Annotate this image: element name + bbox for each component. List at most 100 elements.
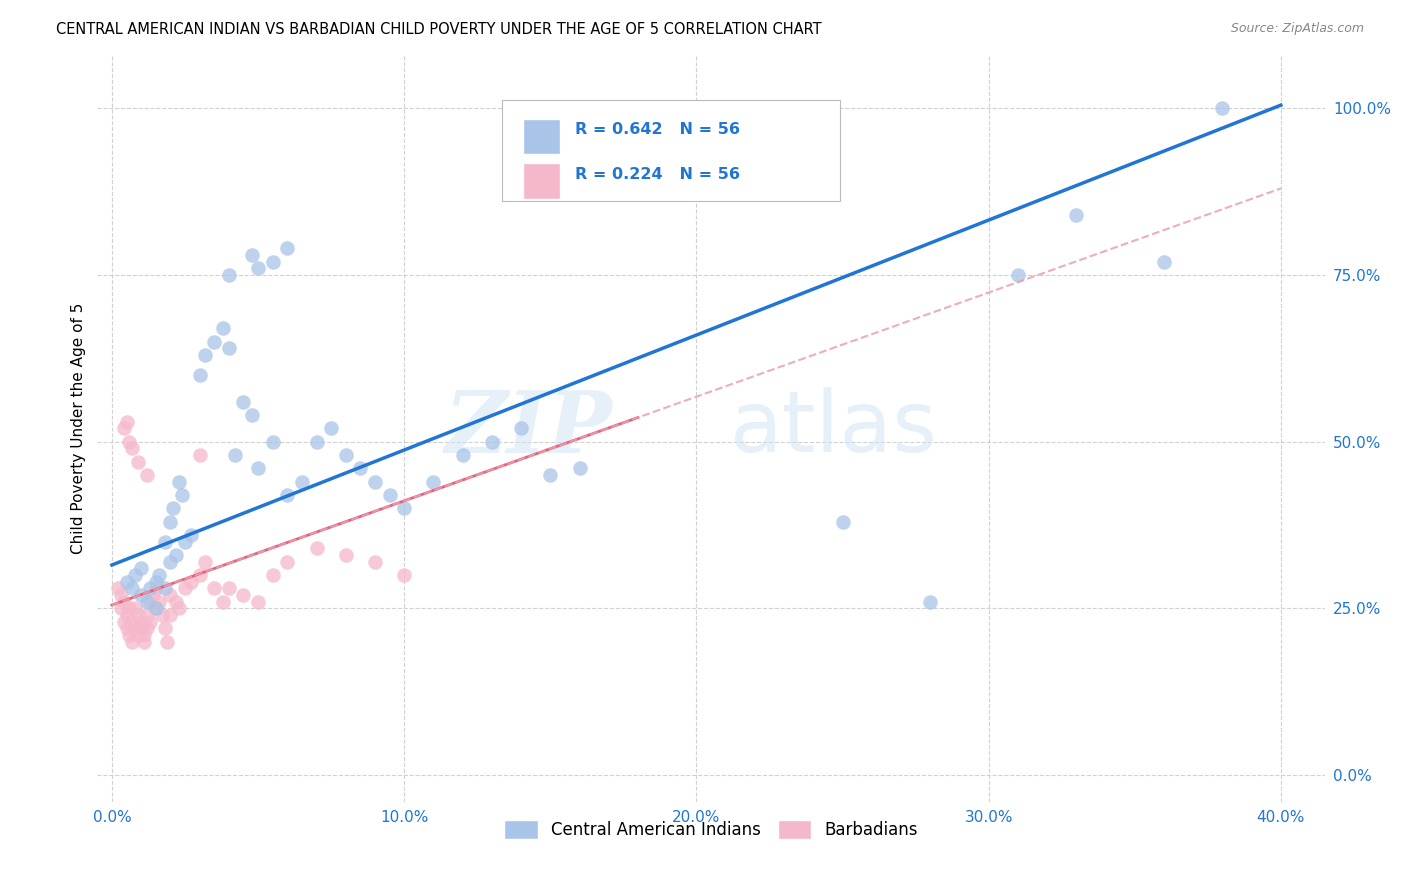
Text: atlas: atlas — [730, 387, 938, 470]
Point — [240, 408, 263, 422]
Point — [188, 448, 211, 462]
Point — [1211, 102, 1233, 116]
Point — [148, 594, 170, 608]
Point — [392, 501, 415, 516]
Point — [159, 515, 181, 529]
Point — [129, 561, 152, 575]
Point — [174, 582, 197, 596]
Point — [139, 615, 162, 629]
Point — [165, 548, 187, 562]
Point — [262, 434, 284, 449]
Point — [115, 415, 138, 429]
Point — [276, 241, 298, 255]
Point — [247, 261, 270, 276]
Point — [124, 601, 146, 615]
Point — [481, 434, 503, 449]
Point — [1153, 254, 1175, 268]
Point — [212, 321, 235, 335]
Point — [194, 555, 217, 569]
Point — [153, 621, 176, 635]
Point — [305, 541, 328, 556]
Point — [920, 594, 942, 608]
Y-axis label: Child Poverty Under the Age of 5: Child Poverty Under the Age of 5 — [72, 302, 86, 554]
Point — [112, 615, 135, 629]
Point — [510, 421, 533, 435]
Point — [167, 475, 190, 489]
Point — [224, 448, 246, 462]
Point — [124, 568, 146, 582]
Point — [129, 621, 152, 635]
Point — [364, 555, 387, 569]
Point — [422, 475, 444, 489]
Point — [180, 528, 202, 542]
Point — [159, 588, 181, 602]
Point — [139, 582, 162, 596]
Point — [568, 461, 591, 475]
Point — [188, 568, 211, 582]
Point — [232, 394, 254, 409]
Point — [112, 421, 135, 435]
Point — [218, 268, 240, 282]
Point — [349, 461, 371, 475]
Point — [276, 488, 298, 502]
Point — [174, 534, 197, 549]
Point — [240, 248, 263, 262]
Point — [115, 607, 138, 622]
Point — [136, 621, 159, 635]
FancyBboxPatch shape — [523, 119, 560, 154]
Point — [335, 548, 357, 562]
Point — [218, 582, 240, 596]
Point — [276, 555, 298, 569]
Point — [392, 568, 415, 582]
Text: Source: ZipAtlas.com: Source: ZipAtlas.com — [1230, 22, 1364, 36]
Point — [118, 601, 141, 615]
Point — [194, 348, 217, 362]
Point — [127, 628, 149, 642]
Point — [132, 634, 155, 648]
Point — [247, 461, 270, 475]
Point — [188, 368, 211, 382]
Text: ZIP: ZIP — [444, 386, 613, 470]
Point — [218, 342, 240, 356]
Point — [139, 594, 162, 608]
Point — [291, 475, 314, 489]
Point — [1007, 268, 1029, 282]
Point — [831, 515, 853, 529]
Point — [145, 574, 167, 589]
Point — [121, 634, 143, 648]
Point — [121, 615, 143, 629]
Point — [118, 434, 141, 449]
Point — [159, 607, 181, 622]
Point — [121, 442, 143, 456]
Point — [162, 501, 184, 516]
Point — [378, 488, 401, 502]
Point — [115, 574, 138, 589]
Point — [165, 594, 187, 608]
Point — [156, 634, 179, 648]
Text: R = 0.224   N = 56: R = 0.224 N = 56 — [575, 167, 740, 182]
Point — [112, 594, 135, 608]
Point — [118, 628, 141, 642]
Text: R = 0.642   N = 56: R = 0.642 N = 56 — [575, 122, 740, 137]
Point — [115, 621, 138, 635]
Point — [202, 582, 225, 596]
Point — [110, 588, 132, 602]
Text: CENTRAL AMERICAN INDIAN VS BARBADIAN CHILD POVERTY UNDER THE AGE OF 5 CORRELATIO: CENTRAL AMERICAN INDIAN VS BARBADIAN CHI… — [56, 22, 823, 37]
Point — [153, 534, 176, 549]
Point — [364, 475, 387, 489]
Point — [451, 448, 474, 462]
Point — [127, 607, 149, 622]
Point — [121, 582, 143, 596]
Point — [129, 615, 152, 629]
Point — [132, 628, 155, 642]
Point — [159, 555, 181, 569]
Point — [127, 455, 149, 469]
Point — [335, 448, 357, 462]
Point — [110, 601, 132, 615]
Point — [142, 588, 165, 602]
Point — [124, 621, 146, 635]
Point — [129, 588, 152, 602]
Point — [305, 434, 328, 449]
Point — [321, 421, 343, 435]
Point — [136, 594, 159, 608]
